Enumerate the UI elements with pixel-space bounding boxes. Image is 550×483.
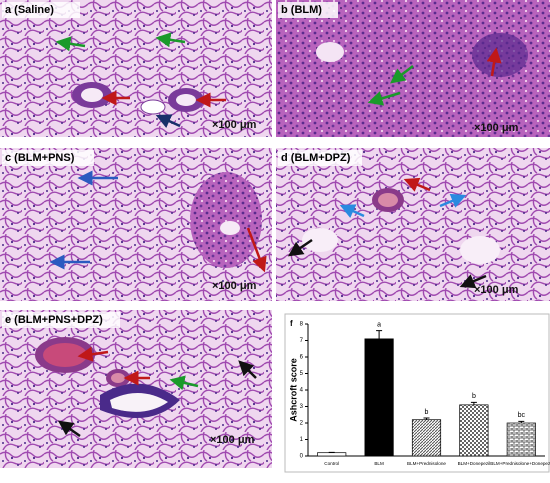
scale-label: ×100 μm	[474, 284, 519, 296]
panel-label: f	[290, 319, 293, 328]
panel-label: b (BLM)	[281, 4, 322, 16]
annotation: b	[472, 393, 476, 400]
bar	[317, 453, 345, 456]
y-axis-label: Ashcroft score	[288, 358, 298, 422]
scale-label: ×100 μm	[474, 122, 519, 134]
panel-a: a (Saline) ×100 μm	[0, 0, 272, 137]
x-tick-label: BLM+Donepezil	[458, 461, 491, 466]
bar	[507, 423, 535, 456]
panel-c: c (BLM+PNS) ×100 μm	[0, 148, 272, 301]
scale-label: ×100 μm	[212, 280, 257, 292]
x-tick-label: Control	[324, 461, 339, 466]
panel-label: d (BLM+DPZ)	[281, 152, 351, 164]
bar	[365, 339, 393, 456]
bar	[412, 420, 440, 456]
annotation: b	[425, 409, 429, 416]
scale-label: ×100 μm	[210, 434, 255, 446]
annotation: bc	[518, 412, 526, 419]
x-tick-label: BLM+Prednisolone+Donepezil	[490, 461, 550, 466]
panel-b: b (BLM) ×100 μm	[276, 0, 550, 137]
x-tick-label: BLM+Prednisolone	[407, 461, 446, 466]
scale-label: ×100 μm	[212, 119, 257, 131]
x-tick-label: BLM	[374, 461, 384, 466]
panel-d: d (BLM+DPZ) ×100 μm	[276, 148, 550, 301]
panel-e: e (BLM+PNS+DPZ) ×100 μm	[0, 310, 272, 468]
panel-label: a (Saline)	[5, 4, 54, 16]
bar	[460, 405, 488, 456]
annotation: a	[377, 321, 381, 328]
panel-label: e (BLM+PNS+DPZ)	[5, 314, 103, 326]
panel-label: c (BLM+PNS)	[5, 152, 75, 164]
